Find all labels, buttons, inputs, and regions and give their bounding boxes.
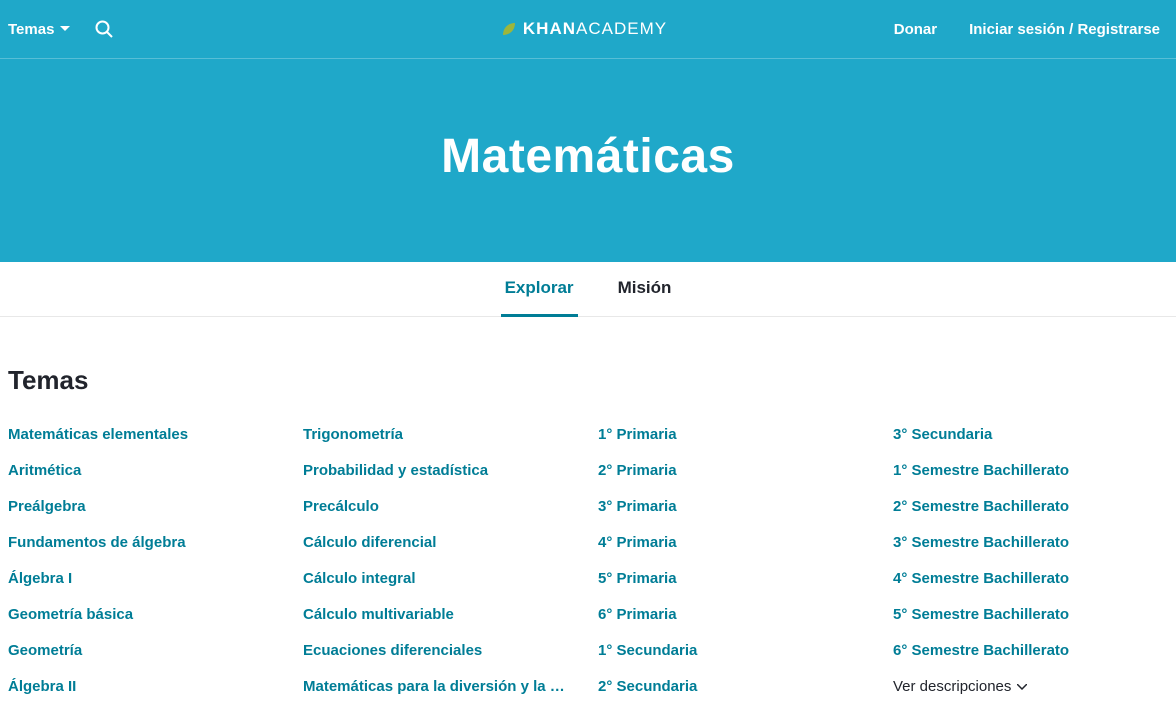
- leaf-icon: [501, 21, 517, 37]
- topic-link[interactable]: Cálculo diferencial: [303, 534, 573, 551]
- navbar-right: Donar Iniciar sesión / Registrarse: [776, 21, 1168, 38]
- search-button[interactable]: [94, 19, 114, 39]
- topic-link[interactable]: 1° Secundaria: [598, 642, 868, 659]
- topic-link[interactable]: Cálculo integral: [303, 570, 573, 587]
- topic-link[interactable]: Geometría básica: [8, 606, 278, 623]
- topic-link[interactable]: Ecuaciones diferenciales: [303, 642, 573, 659]
- topic-link[interactable]: Álgebra I: [8, 570, 278, 587]
- navbar-left: Temas: [8, 19, 392, 39]
- topic-link[interactable]: Preálgebra: [8, 498, 278, 515]
- topics-column-4: 3° Secundaria 1° Semestre Bachillerato 2…: [893, 426, 1168, 714]
- topic-link[interactable]: Álgebra II: [8, 678, 278, 695]
- hero-banner: Matemáticas: [0, 58, 1176, 262]
- topic-link[interactable]: 2° Secundaria: [598, 678, 868, 695]
- topic-link[interactable]: Trigonometría: [303, 426, 573, 443]
- topic-link[interactable]: Geometría: [8, 642, 278, 659]
- topics-column-1: Matemáticas elementales Aritmética Preál…: [8, 426, 283, 714]
- topics-section: Temas Matemáticas elementales Aritmética…: [0, 317, 1176, 714]
- subjects-label: Temas: [8, 21, 54, 38]
- topic-link[interactable]: Aritmética: [8, 462, 278, 479]
- topic-link[interactable]: 5° Semestre Bachillerato: [893, 606, 1163, 623]
- topics-grid: Matemáticas elementales Aritmética Preál…: [8, 426, 1168, 714]
- login-link[interactable]: Iniciar sesión / Registrarse: [969, 21, 1160, 38]
- topic-link[interactable]: 6° Semestre Bachillerato: [893, 642, 1163, 659]
- topic-link[interactable]: 3° Semestre Bachillerato: [893, 534, 1163, 551]
- topics-column-3: 1° Primaria 2° Primaria 3° Primaria 4° P…: [598, 426, 873, 714]
- donate-link[interactable]: Donar: [894, 21, 937, 38]
- logo[interactable]: KHANACADEMY: [392, 19, 776, 39]
- topic-link[interactable]: 2° Primaria: [598, 462, 868, 479]
- chevron-down-icon: [60, 26, 70, 32]
- topic-link[interactable]: Matemáticas para la diversión y la glori…: [303, 678, 573, 695]
- topic-link[interactable]: 3° Primaria: [598, 498, 868, 515]
- section-title: Temas: [8, 365, 1168, 396]
- subjects-dropdown-trigger[interactable]: Temas: [8, 21, 70, 38]
- topic-link[interactable]: Probabilidad y estadística: [303, 462, 573, 479]
- topic-link[interactable]: 5° Primaria: [598, 570, 868, 587]
- topic-link[interactable]: Precálculo: [303, 498, 573, 515]
- topic-link[interactable]: 2° Semestre Bachillerato: [893, 498, 1163, 515]
- see-descriptions-label: Ver descripciones: [893, 678, 1011, 695]
- topic-link[interactable]: 1° Primaria: [598, 426, 868, 443]
- topic-link[interactable]: 6° Primaria: [598, 606, 868, 623]
- topic-link[interactable]: Fundamentos de álgebra: [8, 534, 278, 551]
- topic-link[interactable]: 1° Semestre Bachillerato: [893, 462, 1163, 479]
- content-tabs: Explorar Misión: [0, 262, 1176, 317]
- topic-link[interactable]: 3° Secundaria: [893, 426, 1163, 443]
- chevron-down-icon: [1017, 684, 1027, 690]
- topics-column-2: Trigonometría Probabilidad y estadística…: [303, 426, 578, 714]
- topic-link[interactable]: 4° Primaria: [598, 534, 868, 551]
- search-icon: [94, 19, 114, 39]
- tab-explore[interactable]: Explorar: [501, 262, 578, 317]
- tab-mission[interactable]: Misión: [614, 262, 676, 317]
- page-title: Matemáticas: [0, 129, 1176, 184]
- see-descriptions-toggle[interactable]: Ver descripciones: [893, 678, 1168, 695]
- topic-link[interactable]: Cálculo multivariable: [303, 606, 573, 623]
- top-navbar: Temas KHANACADEMY Donar Iniciar sesión /…: [0, 0, 1176, 58]
- logo-text: KHANACADEMY: [523, 19, 667, 39]
- topic-link[interactable]: 4° Semestre Bachillerato: [893, 570, 1163, 587]
- topic-link[interactable]: Matemáticas elementales: [8, 426, 278, 443]
